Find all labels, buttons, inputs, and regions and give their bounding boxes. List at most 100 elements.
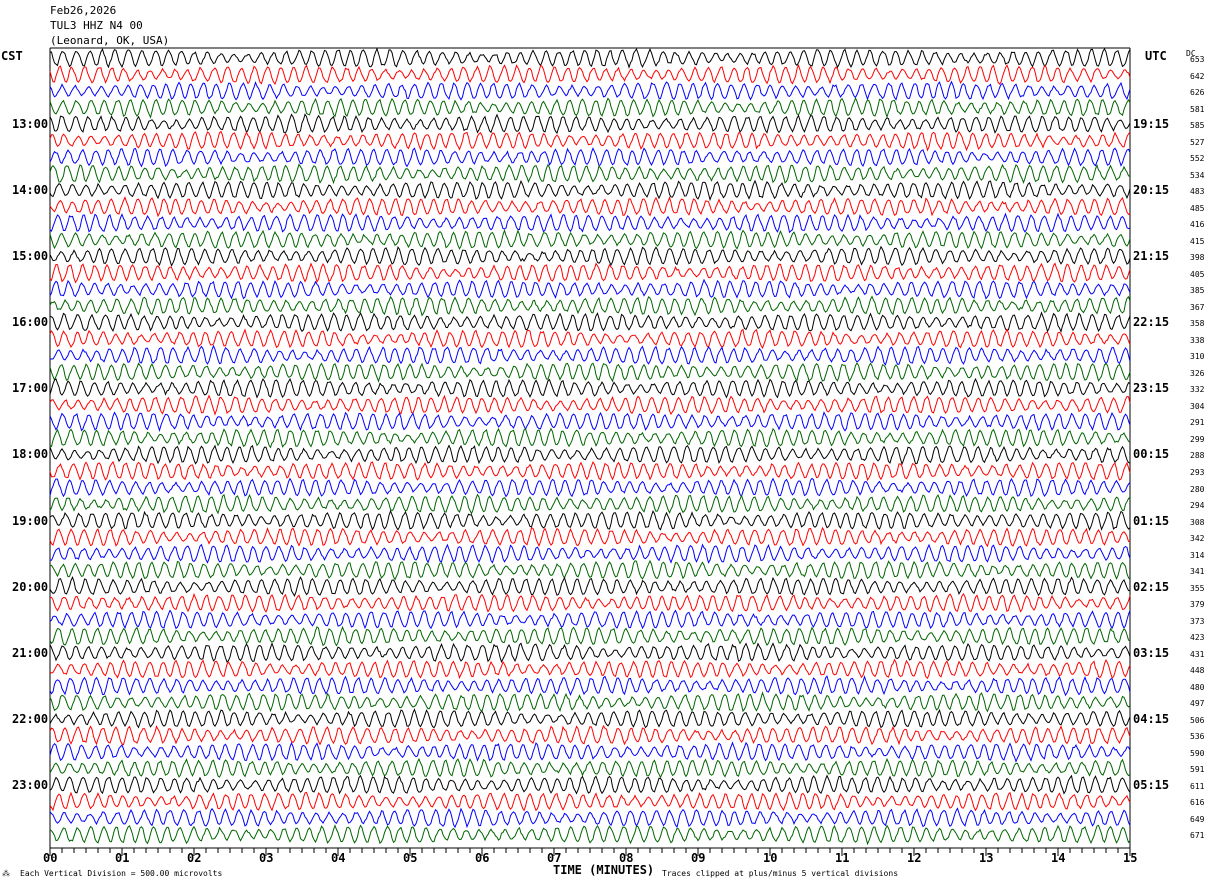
dc-offset-label: 398 (1190, 253, 1205, 263)
seismic-trace (49, 509, 1131, 532)
seismic-trace (49, 328, 1131, 350)
logo-mark: ⁂ (2, 869, 10, 878)
dc-offset-label: 341 (1190, 567, 1205, 577)
station-label: TUL3 HHZ N4 00 (50, 19, 143, 32)
cst-hour-label: 22:00 (12, 711, 49, 726)
seismic-trace (49, 741, 1131, 763)
x-tick-label: 02 (187, 851, 202, 865)
dc-offset-label: 642 (1190, 71, 1205, 81)
seismic-trace (49, 147, 1131, 168)
x-tick-label: 09 (691, 851, 706, 865)
dc-offset-label: 291 (1190, 418, 1205, 428)
utc-hour-label: 21:15 (1133, 249, 1170, 264)
cst-hour-label: 20:00 (12, 579, 49, 594)
utc-hour-label: 00:15 (1133, 447, 1170, 462)
dc-offset-label: 358 (1190, 319, 1205, 329)
dc-offset-label: 585 (1190, 121, 1205, 131)
seismic-trace (49, 807, 1131, 829)
cst-hour-label: 23:00 (12, 777, 49, 792)
dc-offset-label: 649 (1190, 814, 1205, 824)
dc-offset-label: 304 (1190, 401, 1205, 411)
seismic-trace (49, 394, 1131, 416)
dc-offset-label: 497 (1190, 699, 1205, 709)
location-label: (Leonard, OK, USA) (50, 34, 170, 47)
dc-offset-label: 552 (1190, 154, 1205, 164)
dc-offset-label: 342 (1190, 534, 1205, 544)
seismic-trace (49, 774, 1131, 795)
x-tick-label: 13 (979, 851, 994, 865)
utc-hour-label: 05:15 (1133, 777, 1170, 792)
seismic-trace (49, 80, 1131, 101)
dc-offset-label: 506 (1190, 715, 1205, 725)
dc-offset-label: 293 (1190, 468, 1205, 477)
dc-offset-label: 534 (1190, 170, 1205, 180)
seismic-trace (49, 757, 1131, 779)
dc-offset-label: 314 (1190, 550, 1205, 560)
cst-hour-label: 13:00 (12, 117, 49, 132)
seismic-trace (49, 245, 1131, 268)
dc-offset-label: 405 (1190, 269, 1205, 279)
dc-offset-label: 653 (1190, 55, 1205, 64)
cst-hour-label: 21:00 (12, 645, 49, 660)
seismic-trace (49, 96, 1131, 119)
dc-offset-label: 485 (1190, 203, 1205, 213)
utc-hour-label: 04:15 (1133, 711, 1170, 726)
seismic-trace (49, 708, 1131, 729)
x-axis-label: TIME (MINUTES) (553, 863, 655, 877)
x-tick-label: 10 (763, 851, 778, 865)
cst-hour-label: 19:00 (12, 513, 49, 528)
dc-offset-label: 367 (1190, 302, 1205, 312)
dc-offset-label: 355 (1190, 583, 1205, 593)
scale-note: Each Vertical Division = 500.00 microvol… (20, 869, 223, 878)
utc-hour-label: 22:15 (1133, 315, 1170, 330)
seismic-trace (49, 262, 1131, 284)
x-tick-label: 03 (259, 851, 274, 865)
dc-offset-label: 385 (1190, 286, 1205, 296)
dc-offset-label: 423 (1190, 633, 1205, 643)
cst-hour-label: 17:00 (12, 381, 49, 396)
cst-hour-label: 15:00 (12, 249, 49, 264)
seismic-trace (49, 724, 1131, 746)
x-tick-label: 11 (835, 851, 850, 865)
seismic-trace (49, 196, 1131, 218)
seismic-trace (49, 460, 1131, 482)
seismic-trace (49, 47, 1131, 69)
x-tick-label: 00 (43, 851, 58, 865)
date-label: Feb26,2026 (50, 4, 117, 17)
cst-hour-label: 16:00 (12, 315, 49, 330)
seismic-trace (49, 691, 1131, 713)
x-tick-label: 05 (403, 851, 418, 865)
utc-hour-label: 19:15 (1133, 117, 1170, 132)
dc-offset-label: 308 (1190, 517, 1205, 527)
dc-offset-label: 415 (1190, 236, 1205, 246)
dc-offset-label: 288 (1190, 451, 1205, 461)
x-tick-label: 07 (547, 851, 562, 865)
dc-offset-label: 299 (1190, 434, 1205, 444)
seismic-trace (49, 130, 1131, 152)
seismic-trace (49, 295, 1131, 317)
seismic-trace (49, 609, 1131, 630)
dc-offset-label: 626 (1190, 88, 1205, 98)
cst-hour-label: 14:00 (12, 183, 49, 198)
seismic-trace (49, 278, 1131, 300)
utc-hour-label: 02:15 (1133, 579, 1170, 594)
seismic-trace (49, 675, 1131, 697)
seismic-trace (49, 658, 1131, 680)
seismic-trace (49, 311, 1131, 334)
dc-offset-label: 280 (1190, 484, 1205, 494)
dc-offset-label: 581 (1190, 104, 1205, 114)
dc-offset-label: 536 (1190, 732, 1205, 742)
seismic-trace (49, 212, 1131, 234)
dc-offset-label: 527 (1190, 137, 1205, 147)
seismic-trace (49, 543, 1131, 564)
seismic-trace (49, 559, 1131, 581)
left-timezone: CST (1, 49, 23, 63)
seismic-trace (49, 179, 1131, 202)
dc-offset-label: 379 (1190, 600, 1205, 610)
x-tick-label: 01 (115, 851, 130, 865)
dc-offset-label: 416 (1190, 220, 1205, 230)
x-tick-label: 06 (475, 851, 490, 865)
dc-label: DC (1186, 49, 1196, 58)
seismic-trace (49, 477, 1131, 498)
